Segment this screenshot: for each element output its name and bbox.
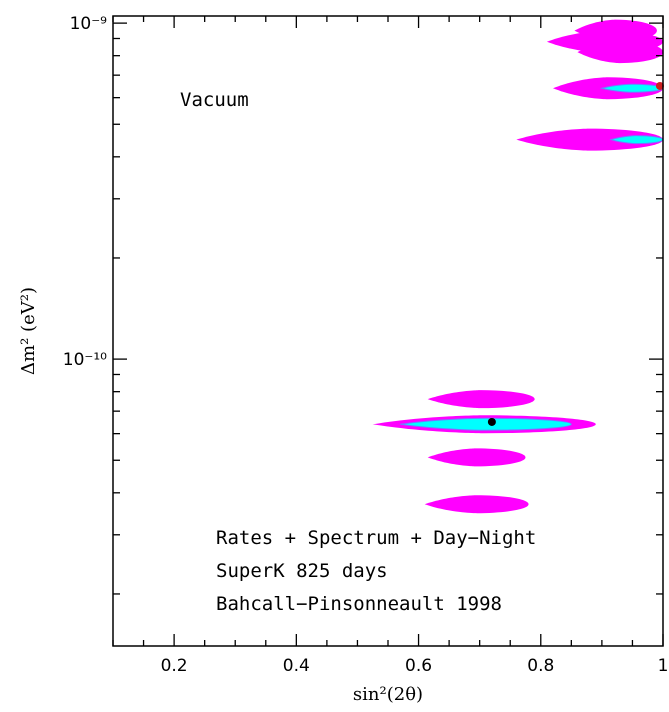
y-tick-label-1: 10⁻⁹: [70, 14, 108, 34]
y-tick-label-0: 10⁻¹⁰: [63, 350, 107, 370]
axis-ticks: [112, 16, 664, 646]
x-axis-title: sin²(2θ): [353, 684, 423, 705]
x-tick-label-0: 0.2: [161, 656, 188, 676]
annotation-line-2: SuperK 825 days: [216, 560, 388, 582]
x-tick-label-3: 0.8: [527, 656, 554, 676]
tick-labels: 0.2 0.4 0.6 0.8 1 10⁻¹⁰ 10⁻⁹: [63, 14, 669, 676]
region-label-vacuum: Vacuum: [180, 89, 249, 111]
best-fit-point-1: [655, 81, 664, 90]
x-tick-label-4: 1: [658, 656, 669, 676]
best-fit-point-0: [487, 417, 496, 426]
x-tick-label-1: 0.4: [283, 656, 310, 676]
outer-region-8: [424, 495, 529, 514]
outer-region-7: [427, 448, 526, 467]
outer-region-5: [427, 390, 535, 409]
annotation-line-3: Bahcall−Pinsonneault 1998: [216, 593, 502, 615]
x-tick-label-2: 0.6: [405, 656, 432, 676]
outer-region-4: [516, 128, 663, 151]
best-fit-points: [487, 81, 664, 426]
allowed-regions: [372, 19, 664, 514]
inner-region-2: [400, 417, 572, 431]
annotation-line-1: Rates + Spectrum + Day−Night: [216, 527, 536, 549]
y-axis-title: Δm² (eV²): [18, 287, 39, 375]
outer-region-2: [577, 41, 663, 64]
